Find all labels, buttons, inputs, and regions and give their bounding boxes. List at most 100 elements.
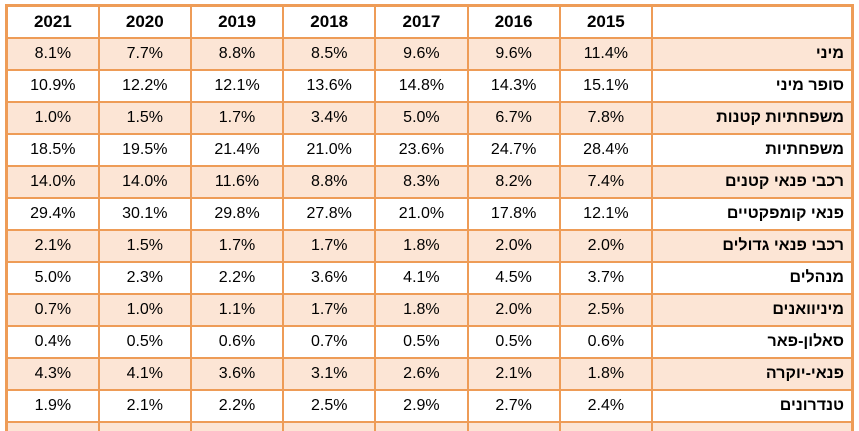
category-label-cell: פנאי-יוקרה <box>651 357 854 391</box>
year-header-cell: 2019 <box>189 4 285 39</box>
value-cell: 1.7% <box>189 229 285 263</box>
value-cell: 7.8% <box>558 101 654 135</box>
value-cell: 1.4% <box>374 421 469 431</box>
value-cell: 0.5% <box>97 325 192 359</box>
table-row: 4.3% 4.1% 3.6% 3.1% 2.6% 2.1% 1.8% פנאי-יוקרה <box>5 357 854 391</box>
value-cell: 2.1% <box>466 357 561 391</box>
value-cell: 0.5% <box>466 325 561 359</box>
value-cell: 4.5% <box>466 261 561 295</box>
table-row: 0.4% 0.5% 0.6% 0.7% 0.5% 0.5% 0.6% סאלון-פאר <box>5 325 854 359</box>
value-cell: 3.7% <box>558 261 654 295</box>
value-cell: 1.9% <box>5 389 100 423</box>
value-cell: 28.4% <box>558 133 654 167</box>
value-cell: 21.0% <box>374 197 469 231</box>
table-row: 1.9% 2.1% 2.2% 2.5% 2.9% 2.7% 2.4% טנדרונים <box>5 389 854 423</box>
value-cell: 2.6% <box>374 357 469 391</box>
table-body: 8.1% 7.7% 8.8% 8.5% 9.6% 9.6% 11.4% מיני 10.9% 12… <box>5 37 854 431</box>
value-cell: 2.1% <box>97 389 192 423</box>
value-cell: 7.7% <box>97 37 192 71</box>
value-cell: 1.2% <box>558 421 654 431</box>
value-cell: 30.1% <box>97 197 192 231</box>
value-cell: 1.3% <box>282 421 377 431</box>
category-label-cell: מיניוואנים <box>651 293 854 327</box>
value-cell: 21.0% <box>282 133 377 167</box>
value-cell: 2.3% <box>97 261 192 295</box>
value-cell: 0.7% <box>282 325 377 359</box>
value-cell: 1.5% <box>97 229 192 263</box>
table-row: 5.0% 2.3% 2.2% 3.6% 4.1% 4.5% 3.7% מנהלים <box>5 261 854 295</box>
value-cell: 0.6% <box>189 325 285 359</box>
year-header-cell: 2015 <box>558 4 654 39</box>
value-cell: 8.1% <box>5 37 100 71</box>
value-cell: 23.6% <box>374 133 469 167</box>
value-cell: 13.6% <box>282 69 377 103</box>
category-label-cell: סאלון-פאר <box>651 325 854 359</box>
value-cell: 3.4% <box>282 101 377 135</box>
value-cell: 15.1% <box>558 69 654 103</box>
value-cell: 17.8% <box>466 197 561 231</box>
value-cell: 1.4% <box>97 421 192 431</box>
value-cell: 2.7% <box>466 389 561 423</box>
year-header-row: 2021 2020 2019 2018 2017 2016 2015 <box>5 4 854 39</box>
value-cell: 29.4% <box>5 197 100 231</box>
value-cell: 2.9% <box>374 389 469 423</box>
value-cell: 1.0% <box>5 101 100 135</box>
value-cell: 8.8% <box>282 165 377 199</box>
value-cell: 3.6% <box>189 357 285 391</box>
value-cell: 0.5% <box>374 325 469 359</box>
value-cell: 4.3% <box>5 357 100 391</box>
value-cell: 12.1% <box>558 197 654 231</box>
category-label-cell: רכבי פנאי גדולים <box>651 229 854 263</box>
category-label-cell: סופר מיני <box>651 69 854 103</box>
value-cell: 14.8% <box>374 69 469 103</box>
table-row: 10.9% 12.2% 12.1% 13.6% 14.8% 14.3% 15.1% סופר … <box>5 69 854 103</box>
value-cell: 2.0% <box>466 293 561 327</box>
table-row: 14.0% 14.0% 11.6% 8.8% 8.3% 8.2% 7.4% רכבי פנאי… <box>5 165 854 199</box>
value-cell: 2.5% <box>282 389 377 423</box>
value-cell: 0.7% <box>5 293 100 327</box>
value-cell: 5.0% <box>374 101 469 135</box>
value-cell: 0.4% <box>5 325 100 359</box>
value-cell: 8.3% <box>374 165 469 199</box>
value-cell: 18.5% <box>5 133 100 167</box>
category-header-cell-empty <box>651 4 854 39</box>
value-cell: 1.4% <box>466 421 561 431</box>
value-cell: 4.1% <box>97 357 192 391</box>
table-row: 18.5% 19.5% 21.4% 21.0% 23.6% 24.7% 28.4% משפחת… <box>5 133 854 167</box>
value-cell: 1.7% <box>282 293 377 327</box>
value-cell: 1.4% <box>189 421 285 431</box>
value-cell: 11.6% <box>189 165 285 199</box>
value-cell: 1.8% <box>374 293 469 327</box>
category-label-cell: פנאי קומפקטיים <box>651 197 854 231</box>
value-cell: 1.1% <box>189 293 285 327</box>
value-cell: 3.1% <box>282 357 377 391</box>
year-header-cell: 2020 <box>97 4 192 39</box>
table-row: 29.4% 30.1% 29.8% 27.8% 21.0% 17.8% 12.1% פנאי … <box>5 197 854 231</box>
table-row: 8.1% 7.7% 8.8% 8.5% 9.6% 9.6% 11.4% מיני <box>5 37 854 71</box>
category-label-cell: טנדרים <box>651 421 854 431</box>
category-label-cell: מנהלים <box>651 261 854 295</box>
year-header-cell: 2016 <box>466 4 561 39</box>
market-share-table: 2021 2020 2019 2018 2017 2016 2015 8.1% 7.7% 8.8… <box>5 4 854 431</box>
category-label-cell: טנדרונים <box>651 389 854 423</box>
value-cell: 1.5% <box>97 101 192 135</box>
value-cell: 1.7% <box>189 101 285 135</box>
value-cell: 2.1% <box>5 229 100 263</box>
value-cell: 2.0% <box>466 229 561 263</box>
value-cell: 8.2% <box>466 165 561 199</box>
table-row: 1.7%1.4%1.4%1.3%1.4%1.4%1.2%טנדרים <box>5 421 854 431</box>
value-cell: 10.9% <box>5 69 100 103</box>
value-cell: 14.0% <box>5 165 100 199</box>
value-cell: 24.7% <box>466 133 561 167</box>
table-row: 0.7% 1.0% 1.1% 1.7% 1.8% 2.0% 2.5% מיניוואנים <box>5 293 854 327</box>
value-cell: 12.2% <box>97 69 192 103</box>
value-cell: 1.8% <box>374 229 469 263</box>
value-cell: 12.1% <box>189 69 285 103</box>
value-cell: 8.8% <box>189 37 285 71</box>
value-cell: 2.0% <box>558 229 654 263</box>
value-cell: 8.5% <box>282 37 377 71</box>
value-cell: 14.0% <box>97 165 192 199</box>
value-cell: 3.6% <box>282 261 377 295</box>
value-cell: 19.5% <box>97 133 192 167</box>
value-cell: 6.7% <box>466 101 561 135</box>
